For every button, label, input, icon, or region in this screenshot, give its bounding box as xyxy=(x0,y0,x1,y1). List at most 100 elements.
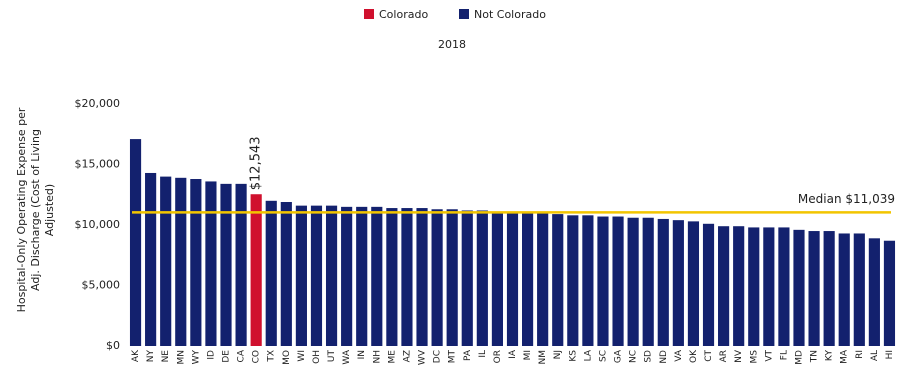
x-tick-label: CT xyxy=(704,350,714,362)
x-tick-label: CO xyxy=(252,350,262,363)
bar xyxy=(506,212,519,346)
legend-label: Colorado xyxy=(379,8,428,21)
x-tick-label: NJ xyxy=(553,350,563,359)
bar xyxy=(718,226,730,346)
bar xyxy=(537,212,549,346)
x-tick-label: AK xyxy=(131,349,141,362)
bar xyxy=(627,217,639,346)
x-tick-label: KY xyxy=(825,350,835,362)
bar xyxy=(160,176,172,346)
bar xyxy=(431,209,443,346)
x-tick-label: HI xyxy=(885,350,895,359)
bar xyxy=(235,183,247,346)
bar xyxy=(401,208,413,346)
bar xyxy=(280,202,292,346)
y-tick-label: $5,000 xyxy=(82,279,121,292)
y-axis-label: Adj. Discharge (Cost of Living xyxy=(29,129,42,291)
legend-swatch xyxy=(459,9,469,19)
bar xyxy=(657,218,669,346)
bar xyxy=(853,233,865,346)
bar xyxy=(702,223,715,346)
bar xyxy=(341,206,353,346)
x-tick-label: NV xyxy=(734,349,744,363)
bar xyxy=(250,194,262,346)
bar xyxy=(446,209,458,346)
x-tick-label: VT xyxy=(764,349,774,361)
x-tick-label: TX xyxy=(267,350,277,363)
legend-swatch xyxy=(364,9,374,19)
x-tick-label: OH xyxy=(312,350,322,364)
bar xyxy=(129,139,142,346)
bar xyxy=(748,227,760,346)
x-tick-label: NH xyxy=(372,350,382,364)
x-tick-label: ID xyxy=(206,350,216,360)
x-tick-label: NM xyxy=(538,350,548,365)
x-tick-label: MO xyxy=(282,350,292,365)
bar xyxy=(838,233,850,346)
x-tick-label: AL xyxy=(870,350,880,361)
x-tick-label: NE xyxy=(161,350,171,363)
bar xyxy=(823,231,835,346)
bar xyxy=(733,226,745,346)
legend-label: Not Colorado xyxy=(474,8,546,21)
x-tick-label: CA xyxy=(237,349,247,362)
x-tick-label: DC xyxy=(433,350,443,363)
x-tick-label: WY xyxy=(191,350,201,365)
y-tick-label: $0 xyxy=(106,339,120,352)
bar xyxy=(521,212,534,346)
x-tick-label: FL xyxy=(779,350,789,360)
x-tick-label: UT xyxy=(327,350,337,363)
x-tick-label: WA xyxy=(342,349,352,364)
x-tick-label: ND xyxy=(659,350,669,364)
bar xyxy=(416,208,428,346)
bar xyxy=(763,227,775,346)
y-axis-label: Hospital-Only Operating Expense per xyxy=(15,107,28,312)
bar xyxy=(220,183,232,346)
bar xyxy=(386,208,398,346)
bar xyxy=(868,238,880,346)
bar xyxy=(672,220,684,346)
x-tick-label: SD xyxy=(644,350,654,363)
bar xyxy=(371,206,383,346)
bar xyxy=(642,217,654,346)
x-tick-label: OR xyxy=(493,350,503,363)
bar xyxy=(205,181,217,346)
y-tick-label: $10,000 xyxy=(75,218,121,231)
bar xyxy=(582,215,594,346)
median-label: Median $11,039 xyxy=(798,192,895,206)
x-tick-label: GA xyxy=(614,349,624,363)
x-tick-label: KS xyxy=(568,350,578,362)
x-tick-label: DE xyxy=(222,350,232,363)
bar xyxy=(356,206,368,346)
x-tick-label: MA xyxy=(840,349,850,364)
x-tick-label: IA xyxy=(508,349,518,359)
y-axis-label: Adjusted) xyxy=(43,184,56,236)
x-tick-label: SC xyxy=(598,350,608,362)
x-tick-label: AR xyxy=(719,350,729,362)
bar xyxy=(325,205,338,346)
x-tick-label: OK xyxy=(689,349,699,363)
bar xyxy=(461,210,473,346)
bar xyxy=(883,240,896,346)
value-label: $12,543 xyxy=(249,136,264,190)
bar xyxy=(793,229,805,346)
x-tick-label: ME xyxy=(387,350,397,364)
bar xyxy=(491,211,504,346)
x-tick-label: MN xyxy=(176,350,186,365)
x-tick-label: WV xyxy=(418,349,428,365)
bar xyxy=(552,214,564,346)
x-tick-label: VA xyxy=(674,349,684,362)
bar xyxy=(567,215,579,346)
bar xyxy=(265,200,277,346)
bar xyxy=(295,205,307,346)
bar xyxy=(808,231,820,346)
x-tick-label: NY xyxy=(146,350,156,363)
x-tick-label: RI xyxy=(855,350,865,359)
x-tick-label: MI xyxy=(523,350,533,360)
x-tick-label: IN xyxy=(357,350,367,359)
x-tick-label: LA xyxy=(583,349,593,361)
x-tick-label: NC xyxy=(629,350,639,363)
x-tick-label: AZ xyxy=(402,350,412,362)
bar xyxy=(310,205,323,346)
